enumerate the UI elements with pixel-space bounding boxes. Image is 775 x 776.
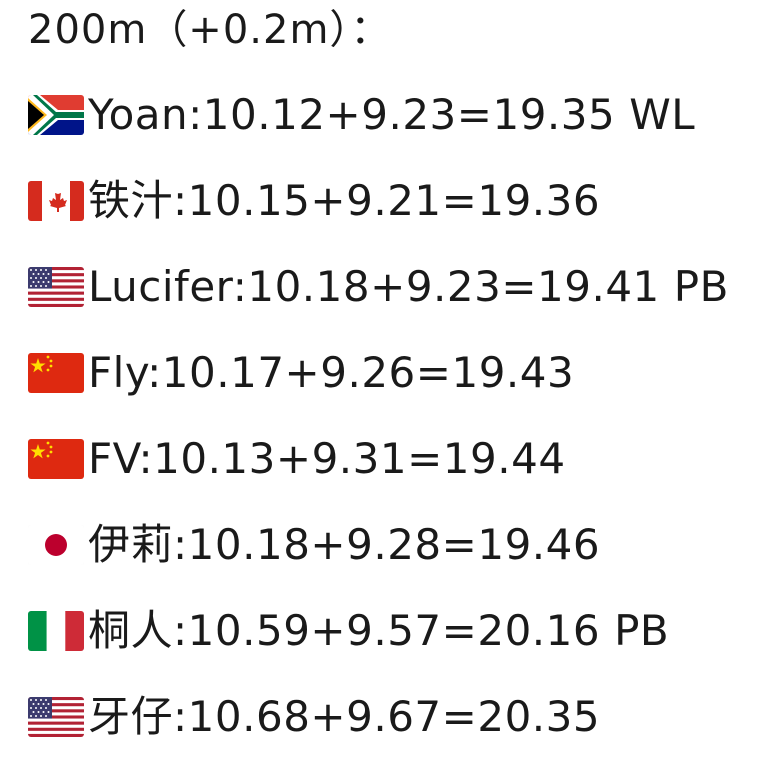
canada-flag-icon: [28, 181, 84, 221]
result-line: 铁汁:10.15+9.21=19.36: [88, 176, 601, 225]
athlete-name: 伊莉: [88, 520, 174, 569]
second-half-time: 9.21: [346, 176, 442, 225]
second-half-time: 9.23: [361, 90, 457, 139]
result-row: Lucifer:10.18+9.23=19.41 PB: [28, 260, 729, 346]
first-half-time: 10.18: [247, 262, 371, 311]
athlete-name: 桐人: [88, 606, 174, 655]
second-half-time: 9.23: [405, 262, 502, 311]
first-half-time: 10.18: [187, 520, 311, 569]
result-row: Yoan:10.12+9.23=19.35 WL: [28, 88, 729, 174]
athlete-name: FV: [88, 434, 139, 483]
first-half-time: 10.12: [202, 90, 326, 139]
result-line: Lucifer:10.18+9.23=19.41 PB: [88, 262, 729, 311]
result-row: 铁汁:10.15+9.21=19.36: [28, 174, 729, 260]
total-time: 19.36: [477, 176, 601, 225]
result-row: Fly:10.17+9.26=19.43: [28, 346, 729, 432]
china-flag-icon: [28, 353, 84, 393]
result-line: 牙仔:10.68+9.67=20.35: [88, 692, 601, 741]
record-mark: WL: [629, 90, 696, 139]
south-africa-flag-icon: [28, 95, 84, 135]
china-flag-icon: [28, 439, 84, 479]
result-line: Yoan:10.12+9.23=19.35 WL: [88, 90, 696, 139]
first-half-time: 10.68: [187, 692, 311, 741]
event-title: 200m（+0.2m）：: [28, 7, 392, 53]
athlete-name: 牙仔: [88, 692, 174, 741]
total-time: 19.43: [451, 348, 575, 397]
results-post: 200m（+0.2m）： Yoan:10.12+9.23=19.35 WL: [28, 7, 728, 741]
result-line: Fly:10.17+9.26=19.43: [88, 348, 575, 397]
result-row: 伊莉:10.18+9.28=19.46: [28, 518, 729, 604]
total-time: 19.35: [492, 90, 616, 139]
usa-flag-icon: [28, 267, 84, 307]
record-mark: PB: [673, 262, 729, 311]
total-time: 19.41: [537, 262, 660, 311]
result-line: FV:10.13+9.31=19.44: [88, 434, 566, 483]
total-time: 20.16: [477, 606, 601, 655]
first-half-time: 10.59: [187, 606, 311, 655]
total-time: 19.46: [477, 520, 601, 569]
result-row: FV:10.13+9.31=19.44: [28, 432, 729, 518]
total-time: 20.35: [477, 692, 601, 741]
second-half-time: 9.67: [346, 692, 442, 741]
total-time: 19.44: [442, 434, 566, 483]
athlete-name: Lucifer: [88, 262, 233, 311]
result-line: 伊莉:10.18+9.28=19.46: [88, 520, 601, 569]
results-list: Yoan:10.12+9.23=19.35 WL 铁汁:10.15+9.21=19…: [28, 88, 729, 776]
result-line: 桐人:10.59+9.57=20.16 PB: [88, 606, 670, 655]
first-half-time: 10.13: [153, 434, 276, 483]
athlete-name: Yoan: [88, 90, 189, 139]
second-half-time: 9.26: [320, 348, 416, 397]
italy-flag-icon: [28, 611, 84, 651]
athlete-name: 铁汁: [88, 176, 174, 225]
second-half-time: 9.31: [311, 434, 408, 483]
second-half-time: 9.57: [346, 606, 442, 655]
first-half-time: 10.15: [187, 176, 311, 225]
first-half-time: 10.17: [161, 348, 285, 397]
result-row: 牙仔:10.68+9.67=20.35: [28, 690, 729, 776]
record-mark: PB: [614, 606, 670, 655]
usa-flag-icon: [28, 697, 84, 737]
result-row: 桐人:10.59+9.57=20.16 PB: [28, 604, 729, 690]
second-half-time: 9.28: [346, 520, 442, 569]
japan-flag-icon: [28, 525, 84, 565]
athlete-name: Fly: [88, 348, 148, 397]
